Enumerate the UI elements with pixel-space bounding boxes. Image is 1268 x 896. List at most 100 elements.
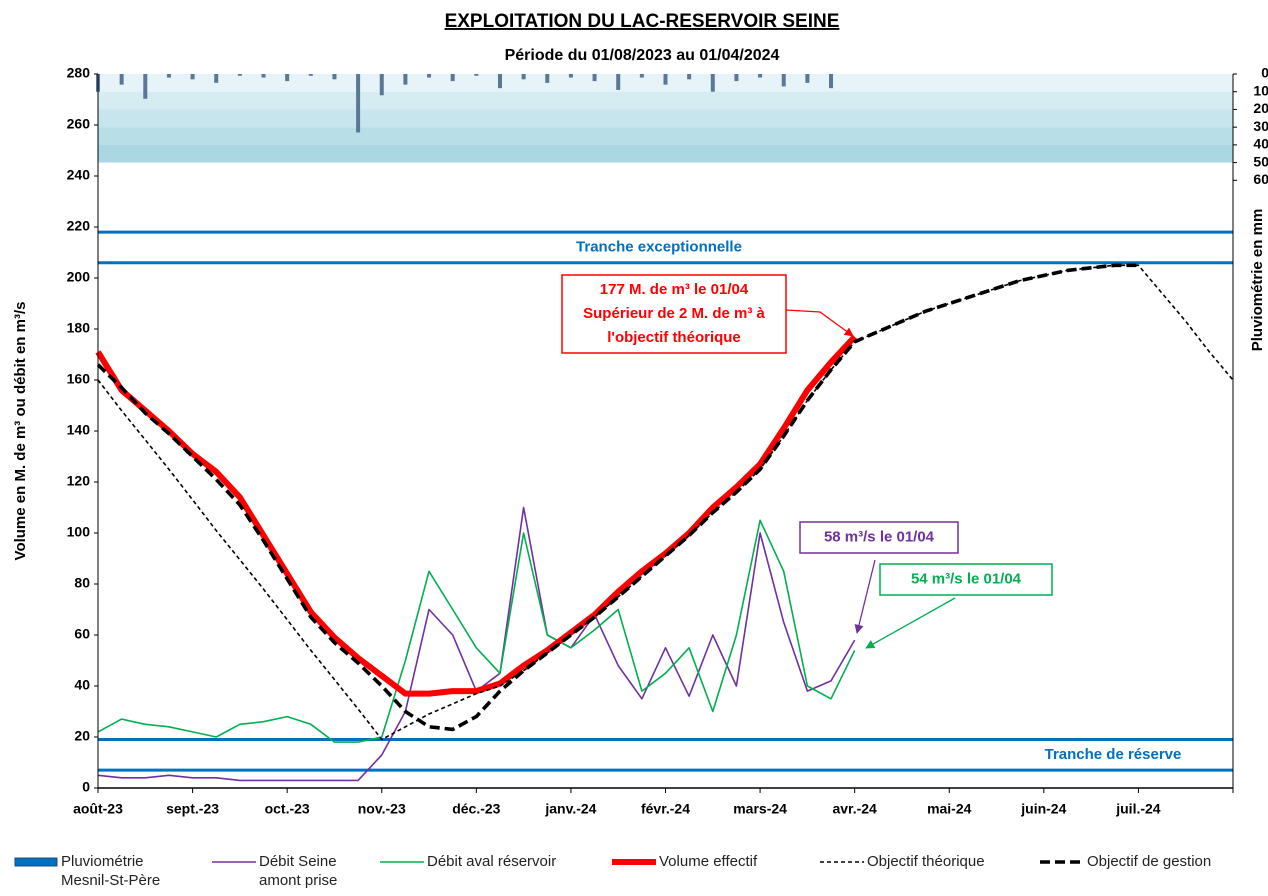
- chart-subtitle: Période du 01/08/2023 au 01/04/2024: [505, 47, 780, 64]
- x-tick-label: juin-24: [1020, 801, 1066, 817]
- rain-bar: [568, 74, 573, 78]
- callout-text: 58 m³/s le 01/04: [824, 528, 935, 545]
- callout-box: [561, 274, 787, 354]
- callout-text: l'objectif théorique: [607, 329, 741, 346]
- y2-tick-label: 60: [1253, 171, 1268, 187]
- rain-bar: [805, 74, 810, 83]
- y2-axis-title: Pluviométrie en mm: [1249, 209, 1266, 352]
- legend-item: Débit Seine amont prise: [212, 852, 371, 890]
- legend-label: Pluviométrie Mesnil-St-Père: [61, 853, 161, 889]
- x-tick-label: août-23: [73, 801, 123, 817]
- rain-bar: [758, 74, 763, 78]
- callout-text: 177 M. de m³ le 01/04: [600, 281, 749, 298]
- legend-item: Objectif de gestion: [1040, 852, 1211, 871]
- rain-band: [98, 109, 1233, 128]
- legend-label: Volume effectif: [659, 853, 758, 870]
- rain-band: [98, 144, 1233, 163]
- callout-leader: [785, 309, 854, 337]
- legend-swatch: [612, 859, 656, 865]
- y-tick-label: 20: [74, 728, 90, 744]
- legend-item: Objectif théorique: [820, 852, 985, 871]
- y-tick-label: 40: [74, 677, 90, 693]
- x-tick-label: mai-24: [927, 801, 972, 817]
- rain-bar: [427, 74, 432, 78]
- legend-swatch-bar: [14, 857, 58, 867]
- rain-bar: [308, 74, 313, 76]
- legend-label: Objectif théorique: [867, 853, 985, 870]
- rain-bar: [710, 74, 715, 92]
- rain-bar: [285, 74, 290, 82]
- y-axis-title: Volume en M. de m³ ou débit en m³/s: [12, 302, 29, 561]
- rain-bar: [781, 74, 786, 87]
- callout-text: 54 m³/s le 01/04: [911, 570, 1022, 587]
- legend-swatch: [820, 861, 864, 863]
- rain-bar: [214, 74, 219, 83]
- rain-bar: [190, 74, 195, 80]
- y2-tick-label: 50: [1253, 153, 1268, 169]
- x-tick-label: févr.-24: [641, 801, 690, 817]
- x-tick-label: nov.-23: [358, 801, 406, 817]
- y2-tick-label: 40: [1253, 136, 1268, 152]
- legend-swatch: [212, 861, 256, 863]
- y2-tick-label: 0: [1261, 65, 1268, 81]
- rain-bar: [379, 74, 384, 96]
- series-line: [97, 519, 856, 743]
- x-tick-label: mars-24: [733, 801, 787, 817]
- y-tick-label: 260: [67, 116, 91, 132]
- rain-bar: [403, 74, 408, 85]
- rain-bar: [143, 74, 148, 99]
- callout-leader: [865, 597, 956, 649]
- legend-item: Débit aval réservoir: [380, 852, 556, 871]
- y-tick-label: 160: [67, 371, 91, 387]
- y-tick-label: 80: [74, 575, 90, 591]
- y-tick-label: 0: [82, 779, 90, 795]
- rain-bar: [497, 74, 502, 89]
- legend-swatch: [1040, 860, 1084, 864]
- callout-leader: [854, 559, 876, 634]
- x-tick-label: déc.-23: [452, 801, 500, 817]
- callout-text: Supérieur de 2 M. de m³ à: [583, 305, 765, 322]
- rain-bar: [616, 74, 621, 90]
- rain-bar: [356, 74, 361, 133]
- y-tick-label: 220: [67, 218, 91, 234]
- y-tick-label: 140: [67, 422, 91, 438]
- y-tick-label: 240: [67, 167, 91, 183]
- legend-swatch: [380, 861, 424, 863]
- legend-swatch: [14, 857, 58, 867]
- series-line: [97, 264, 1234, 741]
- x-tick-label: avr.-24: [832, 801, 877, 817]
- series-line: [96, 263, 1139, 732]
- x-tick-label: janv.-24: [544, 801, 596, 817]
- rain-bar: [166, 74, 171, 78]
- x-tick-label: oct.-23: [265, 801, 310, 817]
- rain-bar: [663, 74, 668, 85]
- y-tick-label: 280: [67, 65, 91, 81]
- rain-band: [98, 127, 1233, 145]
- rain-bar: [521, 74, 526, 80]
- rain-bar: [687, 74, 692, 80]
- legend-item: Volume effectif: [612, 852, 757, 871]
- y-tick-label: 60: [74, 626, 90, 642]
- y-tick-label: 180: [67, 320, 91, 336]
- y-tick-label: 120: [67, 473, 91, 489]
- rain-bar: [545, 74, 550, 83]
- legend-label: Débit aval réservoir: [427, 853, 557, 870]
- y-tick-label: 100: [67, 524, 91, 540]
- callout-box: [879, 563, 1053, 596]
- series-line: [95, 334, 857, 697]
- x-tick-label: sept.-23: [166, 801, 219, 817]
- rain-band: [98, 91, 1233, 110]
- rain-bar: [829, 74, 834, 89]
- rain-bar: [119, 74, 124, 85]
- legend-label: Débit Seine amont prise: [259, 853, 338, 889]
- y2-tick-label: 30: [1253, 118, 1268, 134]
- callout-box: [799, 521, 959, 554]
- rain-bar: [734, 74, 739, 82]
- rain-bar: [474, 74, 479, 76]
- chart: EXPLOITATION DU LAC-RESERVOIR SEINE Péri…: [12, 11, 1268, 817]
- rain-bar: [261, 74, 266, 78]
- rain-bar: [237, 74, 242, 76]
- rain-bar: [639, 74, 644, 78]
- legend-label: Objectif de gestion: [1087, 853, 1212, 870]
